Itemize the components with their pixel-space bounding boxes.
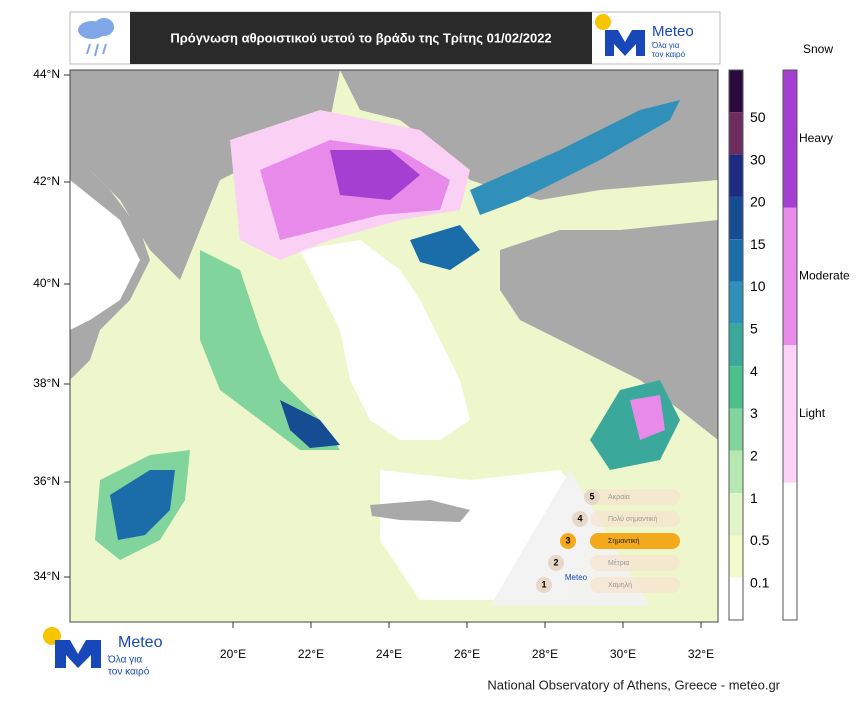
rain-label: 0.1: [750, 574, 770, 590]
lon-label: 20°E: [220, 647, 246, 661]
snow-label: Heavy: [799, 131, 833, 145]
level-pill: [590, 533, 680, 549]
level-number: 5: [589, 491, 594, 501]
level-pill: [590, 489, 680, 505]
color-band: [783, 482, 797, 620]
rain-label: 2: [750, 447, 758, 463]
color-band: [783, 207, 797, 345]
level-badge: [584, 489, 600, 505]
color-band: [729, 112, 743, 155]
logo-name: Meteo: [118, 634, 163, 651]
level-pill: [590, 555, 680, 571]
level-badge: [536, 577, 552, 593]
header-logo: Meteo Όλα για τον καιρό: [595, 14, 694, 59]
inset-logo: Meteo: [565, 573, 588, 582]
lon-label: 24°E: [376, 647, 402, 661]
color-band: [729, 70, 743, 113]
snow-title: Snow: [803, 42, 833, 56]
rain-label: 1: [750, 490, 758, 506]
color-band: [729, 366, 743, 409]
colorbar-frame: [782, 69, 798, 621]
level-label: Σημαντική: [608, 538, 640, 545]
level-label: Χαμηλή: [608, 582, 632, 589]
color-band: [729, 154, 743, 197]
colorbar-frame: [728, 69, 744, 621]
color-band: [729, 493, 743, 536]
color-band: [729, 408, 743, 451]
rain-label: 50: [750, 109, 766, 125]
rain-label: 3: [750, 405, 758, 421]
rain-label: 5: [750, 321, 758, 337]
color-band: [729, 450, 743, 494]
logo-tagline: Όλα για: [651, 41, 680, 50]
rain-label: 30: [750, 151, 766, 167]
rain-label: 15: [750, 236, 766, 252]
level-pill: [590, 577, 680, 593]
level-number: 4: [577, 513, 582, 523]
logo-tagline: Όλα για: [107, 655, 142, 666]
rain-label: 0.5: [750, 532, 770, 548]
snow-label: Moderate: [799, 268, 850, 282]
logo-name: Meteo: [652, 23, 694, 40]
color-band: [729, 323, 743, 367]
credit: National Observatory of Athens, Greece -…: [487, 677, 780, 692]
snow-label: Light: [799, 406, 826, 420]
logo-tagline: τον καιρό: [652, 50, 686, 59]
lat-label: 42°N: [33, 174, 60, 188]
lat-label: 44°N: [33, 67, 60, 81]
lat-label: 40°N: [33, 276, 60, 290]
lon-label: 28°E: [532, 647, 558, 661]
level-number: 1: [541, 579, 546, 589]
level-badge: [572, 511, 588, 527]
map-frame: [69, 69, 719, 623]
level-badge: [548, 555, 564, 571]
rain-icon: [78, 18, 114, 57]
level-number: 3: [565, 535, 570, 545]
rain-colorbar: 50 30 20 15 10 5 4 3 2 1 0.5 0.1: [728, 69, 770, 621]
title: Πρόγνωση αθροιστικού υετού το βράδυ της …: [170, 30, 551, 45]
level-label: Ακραία: [608, 493, 630, 501]
color-band: [729, 577, 743, 620]
snow-colorbar: Heavy Moderate Light: [782, 69, 850, 621]
rain-label: 4: [750, 363, 758, 379]
level-label: Πολύ σημαντική: [608, 515, 658, 523]
level-label: Μέτρια: [608, 559, 629, 567]
level-badge: [560, 533, 576, 549]
color-band: [729, 535, 743, 578]
lon-label: 30°E: [610, 647, 636, 661]
rain-label: 10: [750, 278, 766, 294]
color-band: [783, 70, 797, 208]
color-band: [783, 345, 797, 483]
lon-label: 32°E: [688, 647, 714, 661]
lon-axis: 20°E 22°E 24°E 26°E 28°E 30°E 32°E: [220, 622, 714, 661]
lon-label: 22°E: [298, 647, 324, 661]
title-bar: [130, 12, 592, 64]
lat-label: 38°N: [33, 376, 60, 390]
color-band: [729, 281, 743, 324]
level-pill: [590, 511, 680, 527]
rain-label: 20: [750, 194, 766, 210]
footer-logo: Meteo Όλα για τον καιρό: [43, 627, 163, 678]
level-number: 2: [553, 557, 558, 567]
inset-levels: 5 Ακραία 4 Πολύ σημαντική 3 Σημαντική 2 Μέτρια 1…: [536, 489, 680, 593]
lat-label: 36°N: [33, 474, 60, 488]
logo-tagline: τον καιρό: [108, 666, 150, 678]
color-band: [729, 196, 743, 240]
lon-label: 26°E: [454, 647, 480, 661]
lat-axis: 44°N 42°N 40°N 38°N 36°N 34°N: [33, 67, 70, 583]
lat-label: 34°N: [33, 569, 60, 583]
color-band: [729, 239, 743, 282]
